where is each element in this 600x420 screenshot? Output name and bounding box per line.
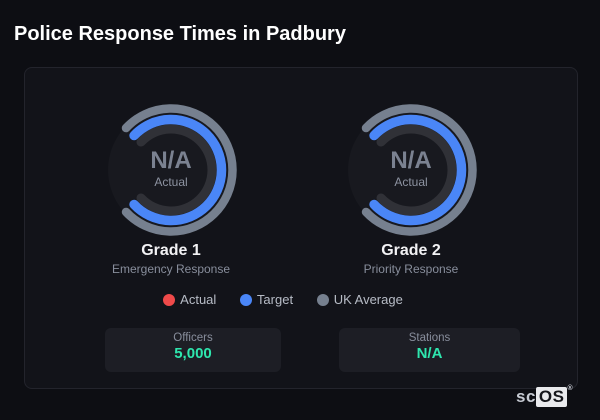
svg-text:N/A: N/A xyxy=(150,147,191,174)
svg-text:Actual: Actual xyxy=(154,175,187,189)
svg-text:Actual: Actual xyxy=(394,175,427,189)
svg-text:N/A: N/A xyxy=(390,147,431,174)
